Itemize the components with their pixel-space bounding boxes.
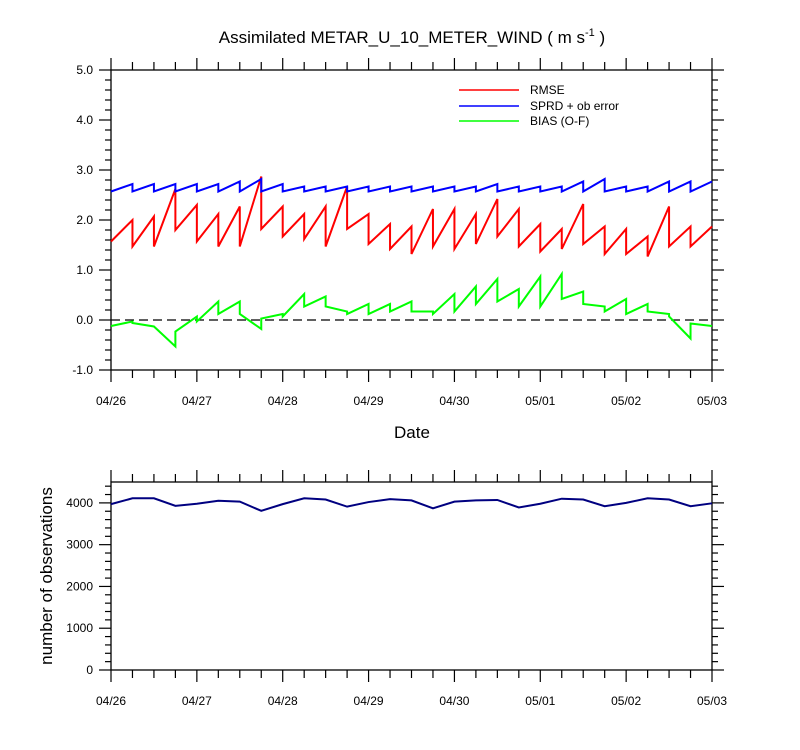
legend-label-rmse: RMSE bbox=[530, 83, 565, 97]
x-axis-title: Date bbox=[394, 423, 430, 442]
chart-title-units-superscript: -1 bbox=[585, 27, 595, 39]
y-axis-title-observations: number of observations bbox=[37, 487, 56, 665]
top-x-tick-label: 05/01 bbox=[525, 394, 555, 408]
bottom-y-tick-labels: 0 1000 2000 3000 4000 bbox=[66, 496, 93, 677]
top-x-tick-label: 05/03 bbox=[697, 394, 727, 408]
top-y-tick-label: -1.0 bbox=[72, 363, 93, 377]
top-plot-series bbox=[110, 176, 713, 349]
chart-title: Assimilated METAR_U_10_METER_WIND ( m s-… bbox=[219, 27, 605, 47]
bottom-series-line-series-0 bbox=[110, 497, 713, 512]
bottom-x-tick-label: 04/26 bbox=[96, 694, 126, 708]
top-y-tick-label: 1.0 bbox=[76, 263, 93, 277]
chart-title-units: m s bbox=[558, 28, 585, 47]
top-x-tick-label: 04/30 bbox=[439, 394, 469, 408]
bottom-x-tick-label: 05/03 bbox=[697, 694, 727, 708]
top-y-tick-labels: -1.0 0.0 1.0 2.0 3.0 4.0 5.0 bbox=[72, 63, 93, 377]
bottom-plot-ticks bbox=[99, 470, 724, 682]
legend-label-sprd: SPRD + ob error bbox=[530, 99, 619, 113]
top-y-tick-label: 5.0 bbox=[76, 63, 93, 77]
bottom-x-tick-label: 05/02 bbox=[611, 694, 641, 708]
bottom-x-tick-label: 04/28 bbox=[268, 694, 298, 708]
top-y-tick-label: 2.0 bbox=[76, 213, 93, 227]
bottom-x-tick-label: 04/29 bbox=[354, 694, 384, 708]
bottom-y-tick-label: 4000 bbox=[66, 496, 93, 510]
top-x-tick-label: 04/26 bbox=[96, 394, 126, 408]
bottom-y-tick-label: 3000 bbox=[66, 538, 93, 552]
bottom-y-tick-label: 2000 bbox=[66, 579, 93, 593]
bottom-x-tick-label: 04/30 bbox=[439, 694, 469, 708]
top-series-line-rmse bbox=[110, 176, 713, 257]
bottom-x-tick-label: 04/27 bbox=[182, 694, 212, 708]
top-x-tick-label: 04/27 bbox=[182, 394, 212, 408]
top-series-line-bias-o-f bbox=[110, 270, 713, 349]
bottom-y-tick-label: 1000 bbox=[66, 621, 93, 635]
top-plot-frame bbox=[110, 69, 713, 371]
top-y-tick-label: 0.0 bbox=[76, 313, 93, 327]
chart-title-text: Assimilated METAR_U_10_METER_WIND bbox=[219, 28, 543, 47]
top-x-tick-label: 04/28 bbox=[268, 394, 298, 408]
top-x-tick-label: 05/02 bbox=[611, 394, 641, 408]
top-plot-ticks bbox=[99, 58, 724, 382]
bottom-x-tick-labels: 04/26 04/27 04/28 04/29 04/30 05/01 05/02 05/03 bbox=[96, 694, 727, 708]
bottom-plot-frame bbox=[110, 481, 713, 671]
top-y-tick-label: 3.0 bbox=[76, 163, 93, 177]
legend-label-bias: BIAS (O-F) bbox=[530, 114, 589, 128]
bottom-y-tick-label: 0 bbox=[86, 663, 93, 677]
top-y-tick-label: 4.0 bbox=[76, 113, 93, 127]
top-x-tick-label: 04/29 bbox=[354, 394, 384, 408]
legend: RMSE SPRD + ob error BIAS (O-F) bbox=[459, 83, 619, 128]
bottom-plot-series bbox=[110, 497, 713, 512]
bottom-x-tick-label: 05/01 bbox=[525, 694, 555, 708]
top-series-line-sprd-ob-error bbox=[110, 177, 713, 194]
top-x-tick-labels: 04/26 04/27 04/28 04/29 04/30 05/01 05/02 05/03 bbox=[96, 394, 727, 408]
